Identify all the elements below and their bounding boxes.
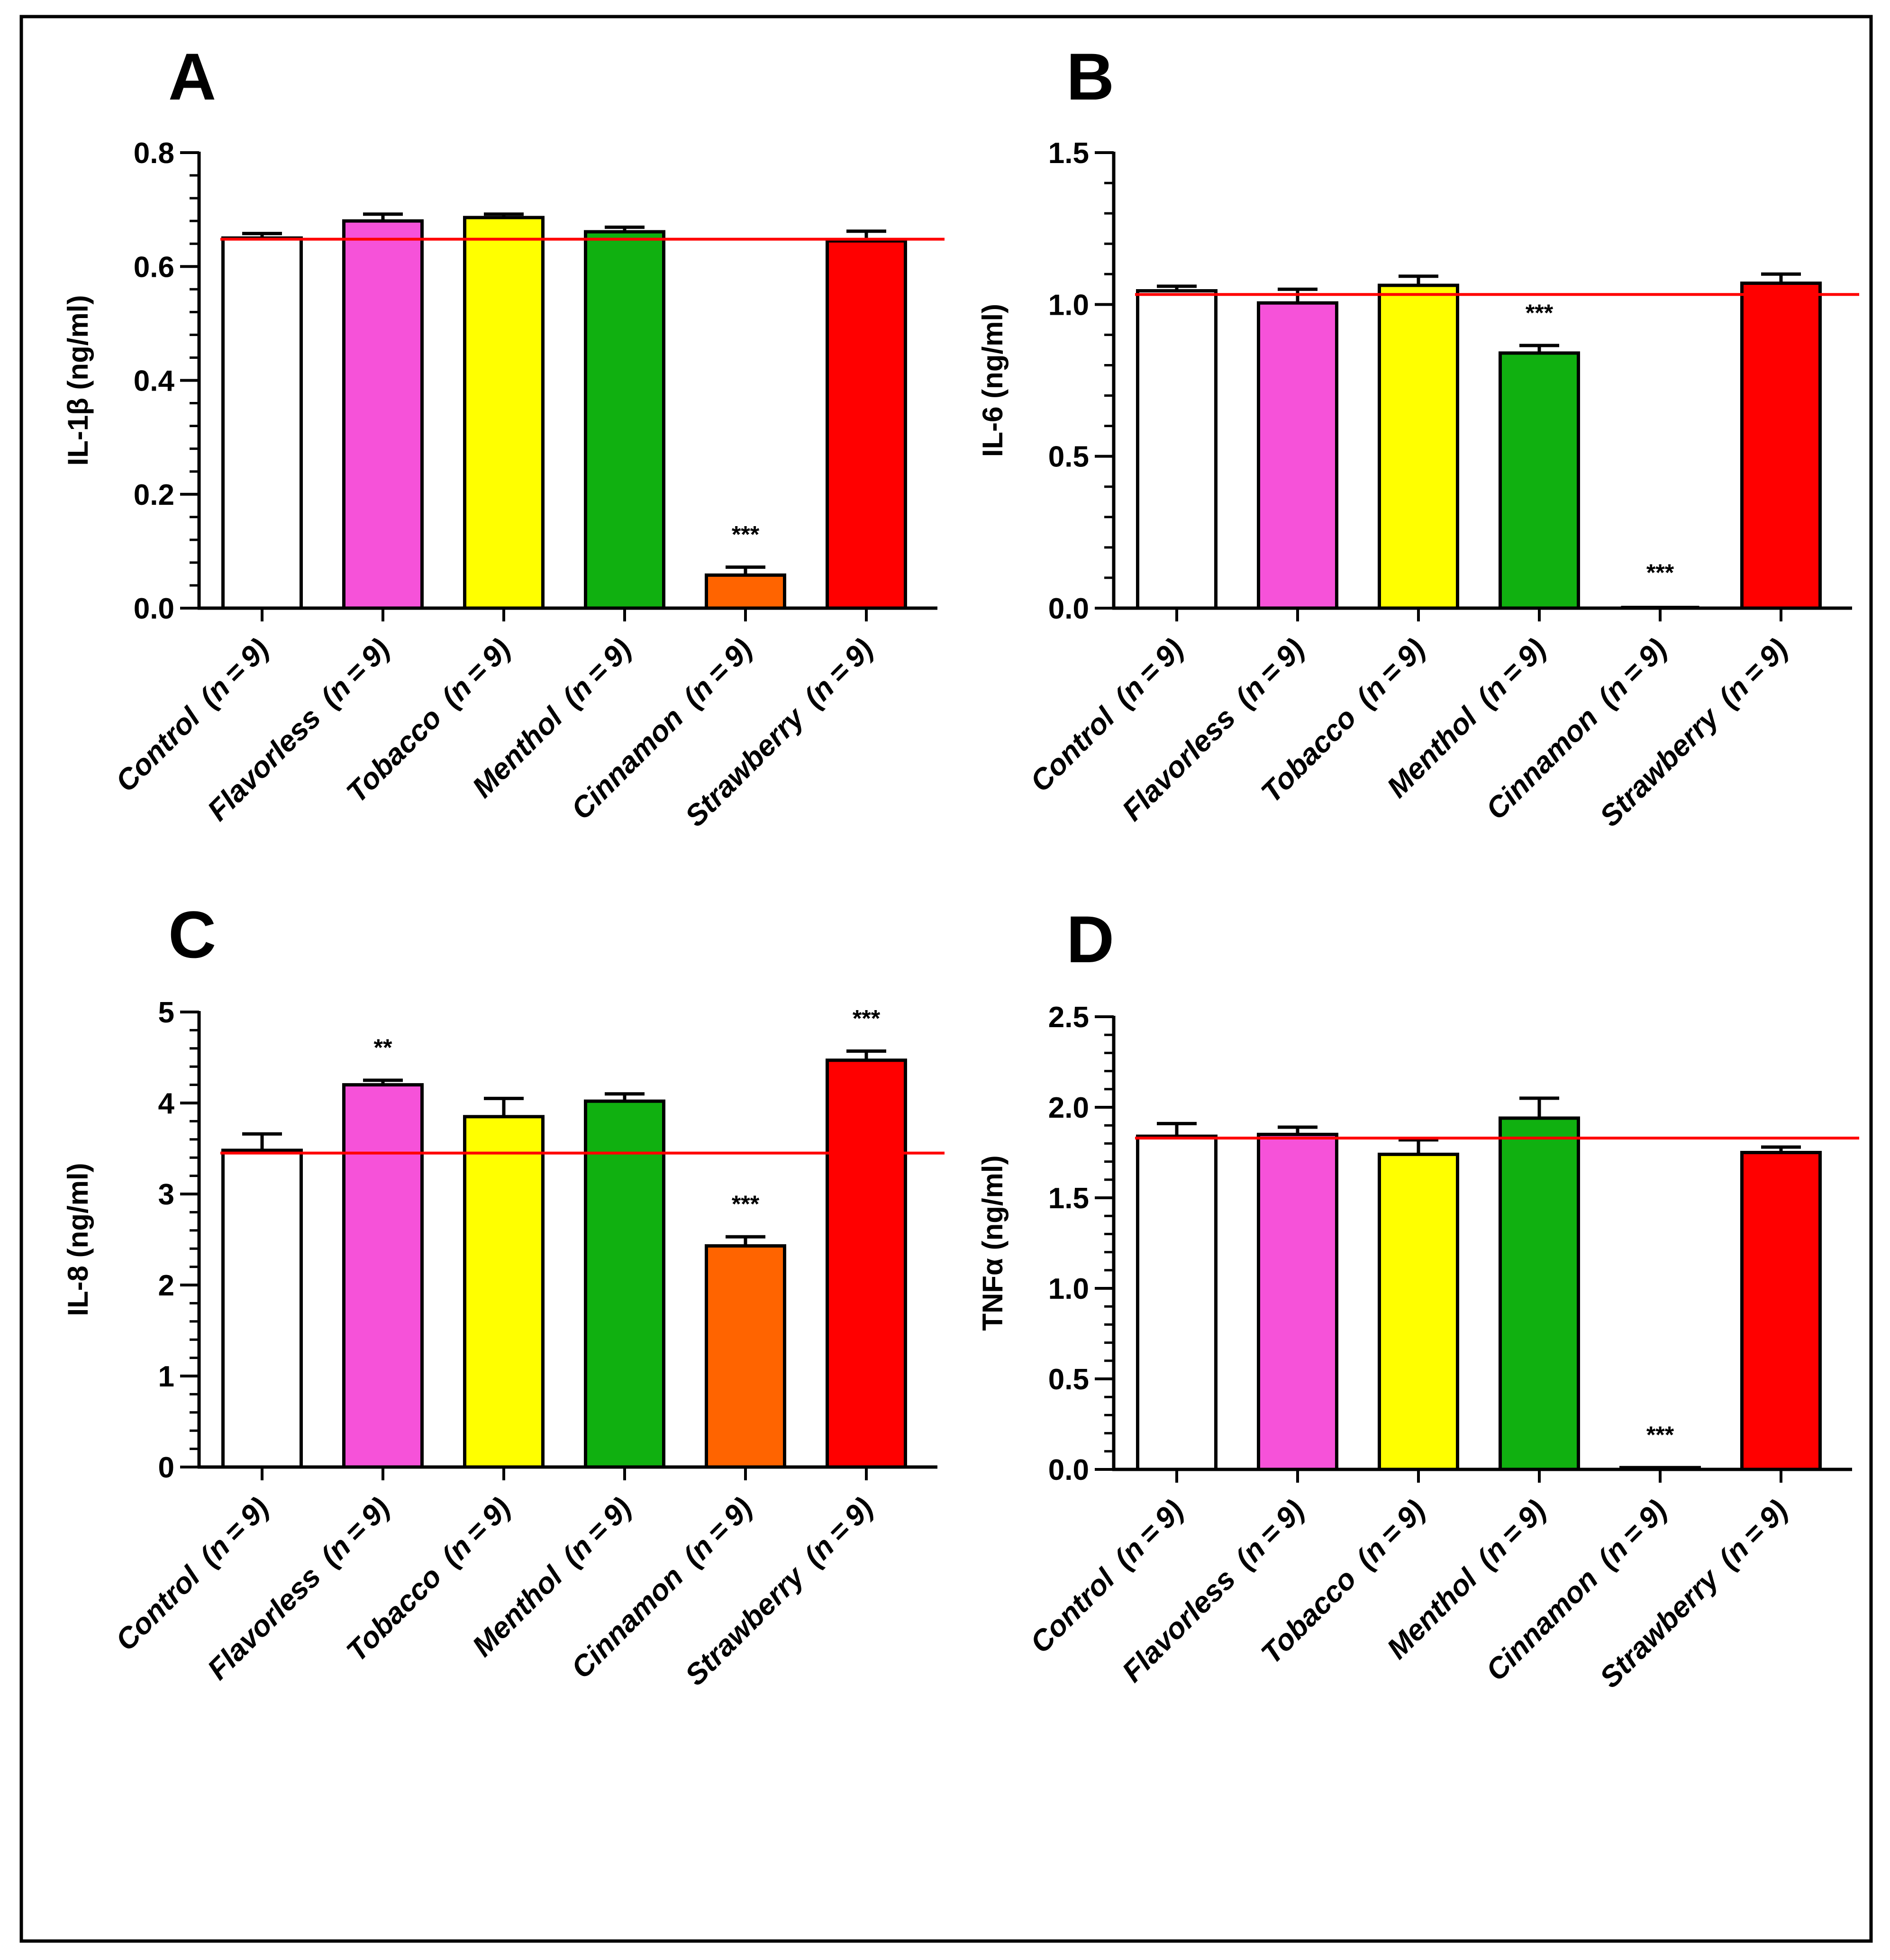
significance-label: ** <box>374 1034 392 1061</box>
bar-strawberry <box>1740 281 1822 610</box>
y-tick-label: 1.5 <box>1048 1182 1089 1215</box>
y-tick-label: 0.5 <box>1048 1363 1089 1396</box>
bar-cinnamon <box>705 573 786 610</box>
y-tick-label: 0.8 <box>134 137 174 170</box>
y-tick-label: 1.0 <box>1048 1273 1089 1305</box>
y-tick-label: 0.2 <box>134 479 174 511</box>
significance-label: *** <box>1646 559 1674 586</box>
y-axis-label: IL-8 (ng/ml) <box>62 1163 94 1316</box>
y-tick-label: 0.4 <box>134 365 175 398</box>
bar-cinnamon <box>705 1244 786 1469</box>
bar-control <box>1136 1134 1218 1471</box>
bar-flavorless <box>1257 301 1338 610</box>
bar-strawberry <box>826 1058 907 1469</box>
significance-label: *** <box>853 1005 881 1032</box>
figure-frame <box>19 15 1873 1943</box>
y-tick-label: 0.0 <box>1048 1454 1089 1486</box>
bar-strawberry <box>826 239 907 610</box>
bar-tobacco <box>1378 283 1459 610</box>
bar-tobacco <box>463 1115 545 1469</box>
bar-flavorless <box>1257 1132 1338 1471</box>
bar-flavorless <box>342 219 424 610</box>
y-axis-label: TNFα (ng/ml) <box>977 1155 1009 1331</box>
bar-control <box>221 1149 303 1469</box>
y-tick-label: 1 <box>158 1360 174 1393</box>
y-tick-label: 0.0 <box>1048 593 1089 625</box>
bar-strawberry <box>1740 1151 1822 1471</box>
y-tick-label: 2.0 <box>1048 1092 1089 1124</box>
y-tick-label: 3 <box>158 1178 174 1211</box>
significance-label: *** <box>732 1191 760 1217</box>
bar-control <box>221 236 303 610</box>
y-tick-label: 0.5 <box>1048 441 1089 474</box>
bar-menthol <box>584 230 665 610</box>
bar-menthol <box>584 1099 665 1469</box>
panel-letter: C <box>168 897 216 972</box>
y-tick-label: 1.5 <box>1048 137 1089 170</box>
y-tick-label: 2 <box>158 1269 174 1302</box>
panel-letter: A <box>168 39 216 114</box>
bar-tobacco <box>1378 1152 1459 1471</box>
panel-letter: B <box>1066 39 1114 114</box>
significance-label: *** <box>1526 300 1554 326</box>
bar-control <box>1136 289 1218 610</box>
y-tick-label: 0.6 <box>134 251 174 283</box>
bar-tobacco <box>463 216 545 610</box>
y-tick-label: 5 <box>158 996 174 1029</box>
y-axis-label: IL-1β (ng/ml) <box>62 295 94 466</box>
y-tick-label: 0 <box>158 1451 174 1484</box>
y-tick-label: 1.0 <box>1048 289 1089 321</box>
y-tick-label: 0.0 <box>134 593 174 625</box>
significance-label: *** <box>1646 1422 1674 1448</box>
significance-label: *** <box>732 521 760 548</box>
bar-flavorless <box>342 1083 424 1469</box>
y-tick-label: 2.5 <box>1048 1001 1089 1034</box>
bar-menthol <box>1499 351 1580 610</box>
y-axis-label: IL-6 (ng/ml) <box>977 304 1009 457</box>
bar-cinnamon <box>1619 1466 1701 1471</box>
bar-menthol <box>1499 1116 1580 1471</box>
panel-letter: D <box>1066 902 1114 976</box>
y-tick-label: 4 <box>158 1087 175 1120</box>
